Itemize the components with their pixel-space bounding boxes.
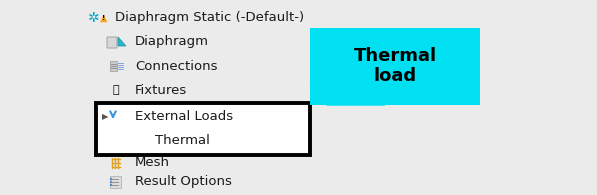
FancyBboxPatch shape [107, 37, 117, 48]
Text: ▲: ▲ [100, 13, 107, 23]
Bar [110, 176, 121, 188]
Text: Thermal: Thermal [155, 135, 210, 147]
Text: Diaphragm: Diaphragm [135, 35, 209, 49]
Text: Fixtures: Fixtures [135, 83, 187, 97]
Text: Thermal: Thermal [155, 135, 210, 147]
Polygon shape [118, 37, 126, 46]
Polygon shape [310, 85, 385, 105]
Text: Connections: Connections [135, 59, 217, 73]
Circle shape [110, 181, 112, 183]
Text: ▶: ▶ [101, 113, 108, 121]
Text: !: ! [102, 15, 106, 21]
Bar [96, 103, 310, 155]
Text: ▶: ▶ [101, 113, 108, 121]
Text: Result Options: Result Options [135, 176, 232, 189]
Bar [310, 28, 480, 105]
Circle shape [110, 178, 112, 180]
Text: ✲: ✲ [88, 11, 100, 25]
Circle shape [131, 143, 139, 151]
Text: Thermal
load: Thermal load [353, 47, 436, 85]
Circle shape [115, 113, 123, 121]
Circle shape [131, 143, 139, 151]
Text: Mesh: Mesh [135, 157, 170, 169]
Text: External Loads: External Loads [135, 111, 233, 123]
Text: Diaphragm Static (-Default-): Diaphragm Static (-Default-) [115, 12, 304, 25]
Circle shape [110, 184, 112, 186]
Bar [110, 61, 117, 71]
Text: External Loads: External Loads [135, 111, 233, 123]
Text: 🔧: 🔧 [113, 85, 119, 95]
Circle shape [115, 113, 123, 121]
